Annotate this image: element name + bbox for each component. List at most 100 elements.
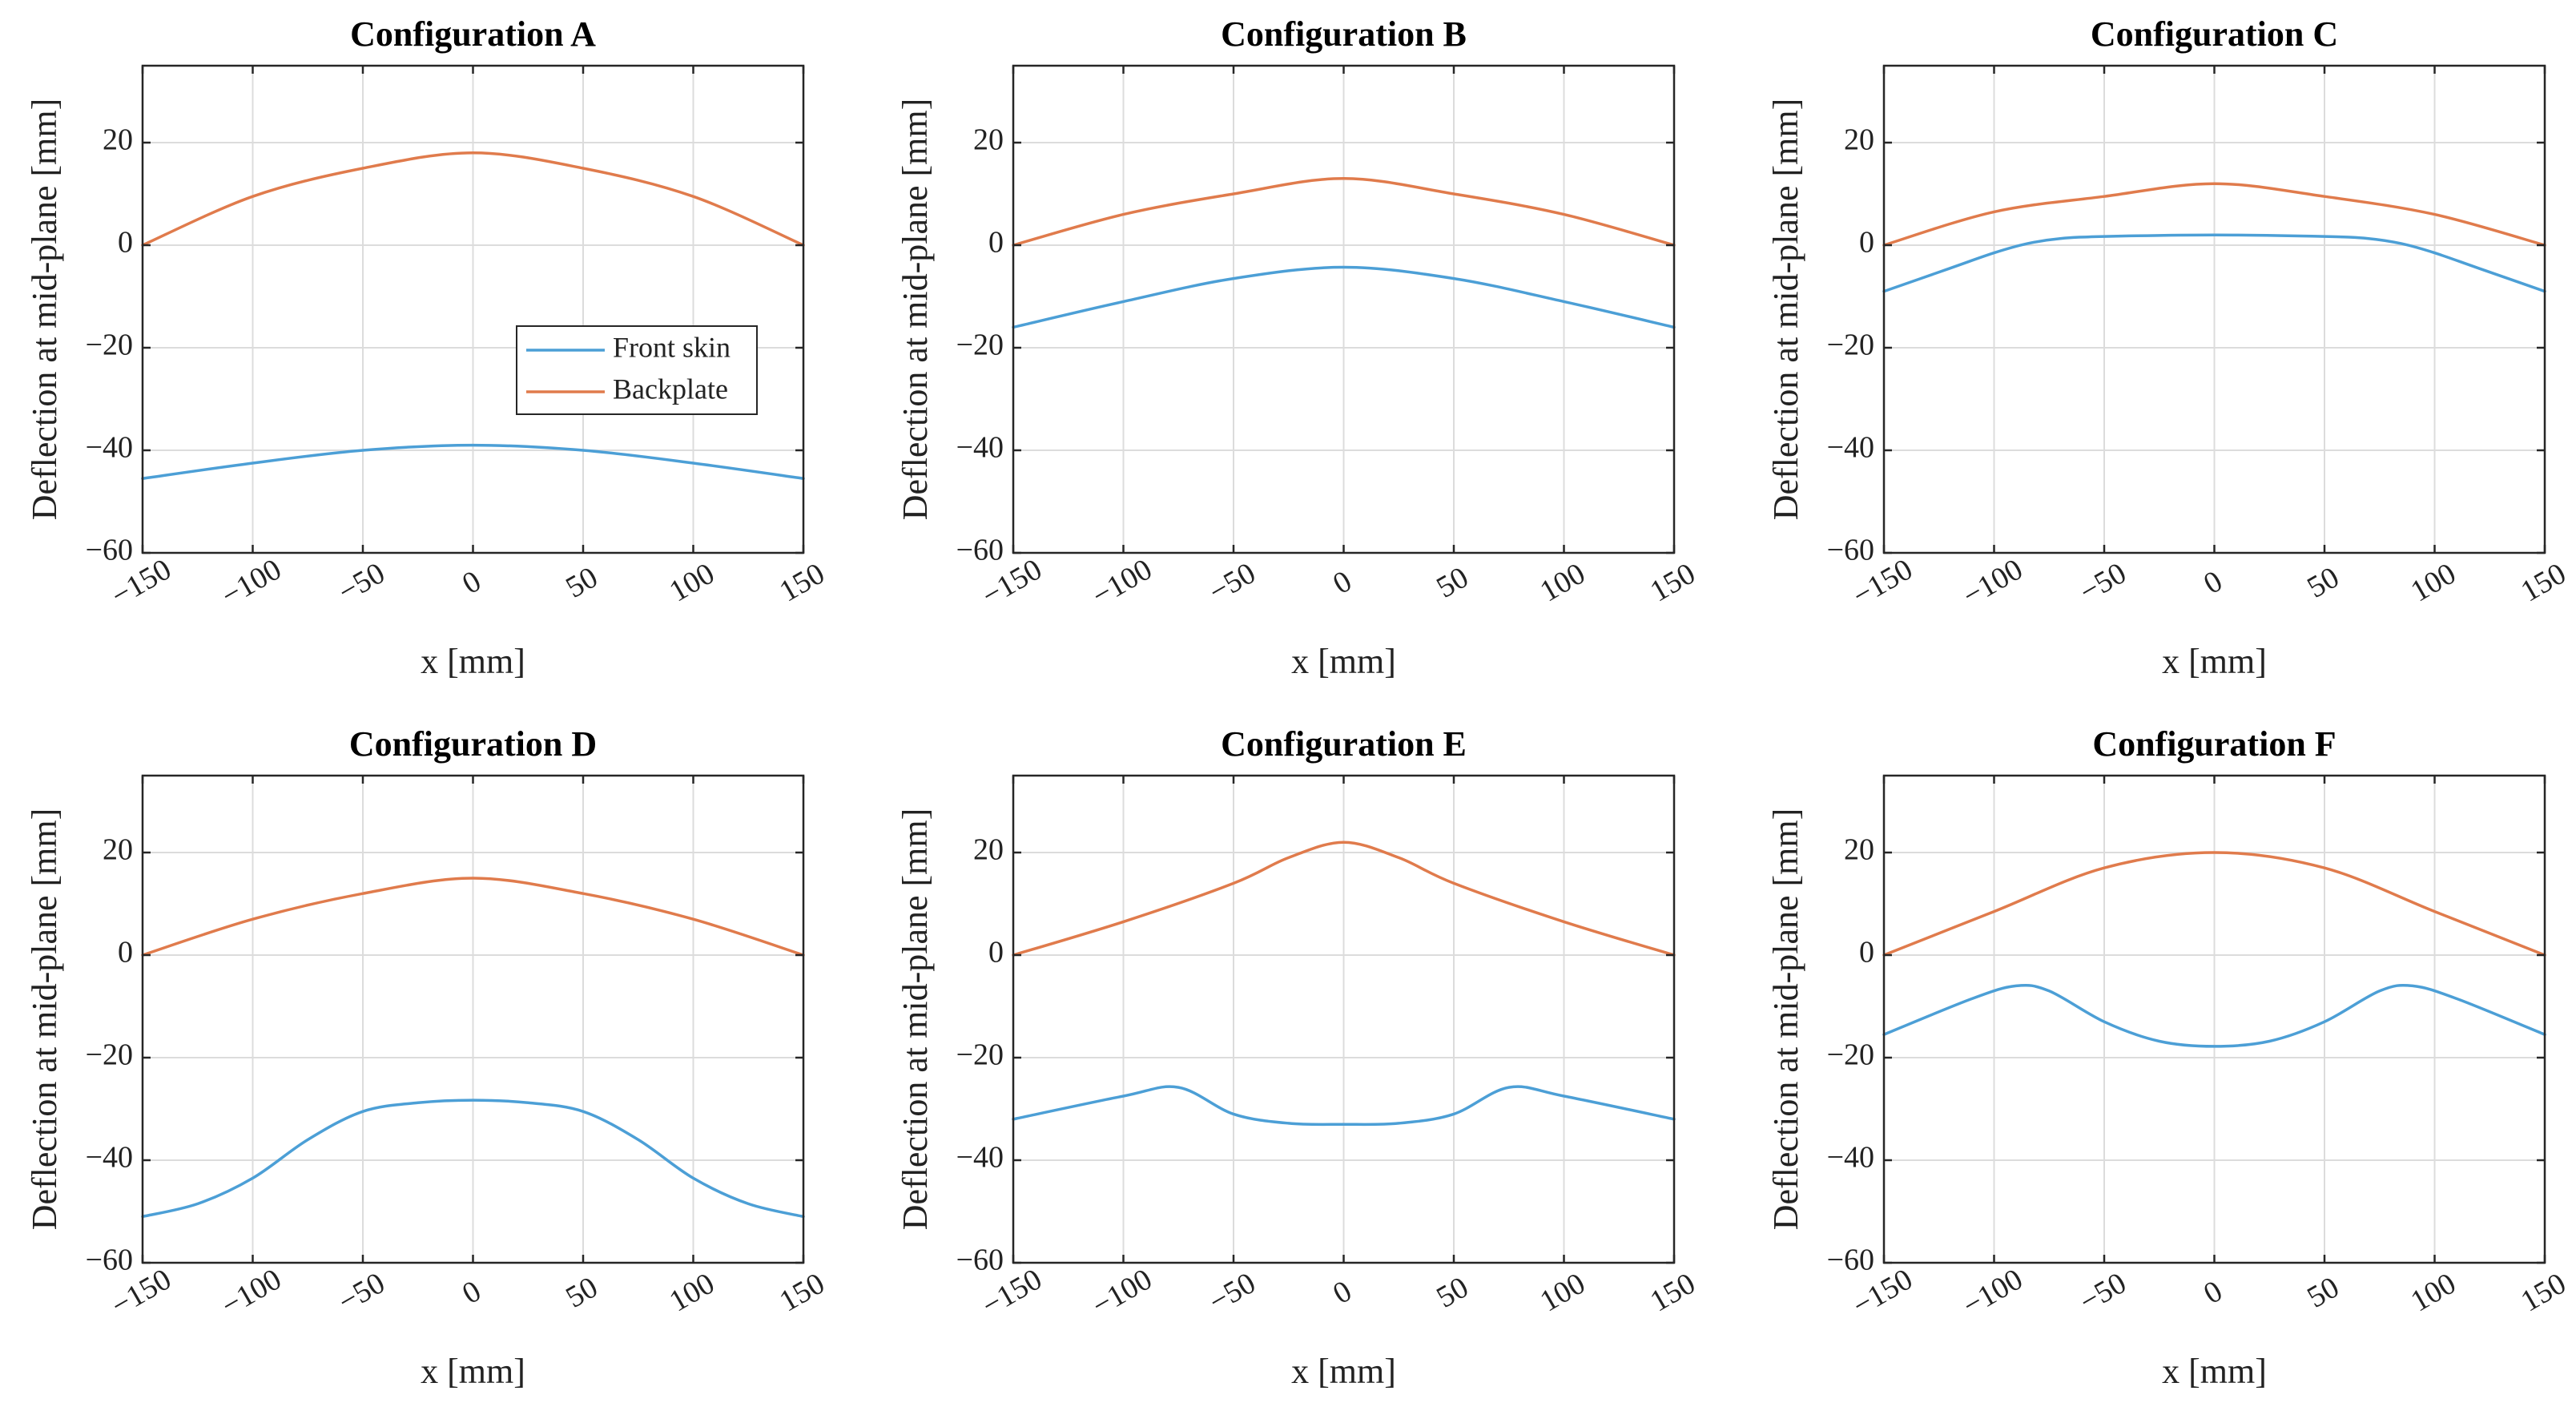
y-tick-label: −60: [1827, 1244, 1874, 1277]
x-tick-label: −100: [215, 1262, 287, 1323]
x-tick-label: 150: [2515, 1267, 2571, 1319]
x-tick-label: −100: [1957, 552, 2028, 613]
chart-title: Configuration F: [2092, 724, 2336, 764]
y-tick-label: 20: [103, 833, 133, 867]
x-tick-label: −100: [215, 552, 287, 613]
y-tick-label: 20: [1844, 123, 1874, 157]
legend-label: Front skin: [613, 331, 731, 363]
x-tick-label: −100: [1086, 1262, 1157, 1323]
y-tick-label: −60: [956, 1244, 1004, 1277]
chart-panel-c: −150 −100 −50 0 50 100 150−60−40−20020Configur…: [1766, 14, 2571, 681]
x-tick-label: 150: [1644, 557, 1701, 609]
x-tick-label: 0: [2198, 564, 2228, 601]
chart-panel-a: −150 −100 −50 0 50 100 150−60−40−20020Configur…: [25, 14, 830, 681]
x-tick-label: 0: [457, 1274, 486, 1311]
legend-label: Backplate: [613, 373, 728, 405]
x-tick-label: −50: [1203, 1266, 1261, 1319]
chart-title: Configuration E: [1221, 724, 1467, 764]
x-tick-label: 50: [560, 1270, 603, 1314]
y-tick-label: −40: [956, 431, 1004, 465]
y-tick-label: −40: [86, 431, 133, 465]
y-tick-label: 20: [973, 123, 1004, 157]
x-tick-label: 0: [1327, 564, 1357, 601]
x-axis-title: x [mm]: [2162, 642, 2267, 681]
y-tick-label: 20: [973, 833, 1004, 867]
series-line-front-skin: [1882, 983, 2546, 1048]
y-axis-title: Deflection at mid-plane [mm]: [25, 99, 64, 521]
x-tick-label: 50: [560, 560, 603, 604]
series-line-front-skin: [1012, 1085, 1676, 1127]
series-line-backplate: [141, 151, 805, 247]
series-line-front-skin: [141, 1099, 805, 1219]
x-tick-label: 0: [2198, 1274, 2228, 1311]
y-tick-label: −60: [1827, 534, 1874, 567]
y-axis-title: Deflection at mid-plane [mm]: [896, 808, 935, 1231]
x-tick-label: 0: [457, 564, 486, 601]
y-tick-label: −40: [956, 1141, 1004, 1175]
x-axis-title: x [mm]: [421, 642, 525, 681]
x-tick-label: 50: [1431, 560, 1474, 604]
x-tick-label: −50: [332, 556, 390, 609]
x-tick-label: 0: [1327, 1274, 1357, 1311]
y-axis-title: Deflection at mid-plane [mm]: [896, 99, 935, 521]
x-tick-label: 100: [664, 1267, 720, 1319]
y-tick-label: −40: [1827, 1141, 1874, 1175]
chart-title: Configuration A: [350, 14, 596, 54]
x-tick-label: −50: [2074, 1266, 2131, 1319]
x-tick-label: 150: [774, 557, 830, 609]
chart-panel-f: −150 −100 −50 0 50 100 150−60−40−20020Configur…: [1766, 724, 2571, 1391]
y-tick-label: 0: [1859, 226, 1874, 260]
legend-box: [516, 325, 758, 415]
chart-panel-b: −150 −100 −50 0 50 100 150−60−40−20020Configur…: [896, 14, 1701, 681]
y-tick-label: 20: [103, 123, 133, 157]
y-tick-label: −20: [86, 1038, 133, 1072]
x-tick-label: 100: [664, 557, 720, 609]
y-tick-label: −60: [956, 534, 1004, 567]
chart-panel-e: −150 −100 −50 0 50 100 150−60−40−20020Configur…: [896, 724, 1701, 1391]
y-tick-label: −20: [956, 1038, 1004, 1072]
y-axis-title: Deflection at mid-plane [mm]: [1766, 808, 1805, 1231]
x-axis-title: x [mm]: [1291, 1352, 1396, 1391]
x-tick-label: −100: [1086, 552, 1157, 613]
x-tick-label: −50: [332, 1266, 390, 1319]
y-tick-label: −60: [86, 534, 133, 567]
y-tick-label: −20: [86, 329, 133, 362]
chart-panel-d: −150 −100 −50 0 50 100 150−60−40−20020Configur…: [25, 724, 830, 1391]
y-tick-label: 0: [988, 936, 1004, 970]
y-tick-label: −20: [1827, 1038, 1874, 1072]
x-tick-label: 50: [1431, 1270, 1474, 1314]
series-line-backplate: [141, 877, 805, 957]
y-tick-label: −60: [86, 1244, 133, 1277]
x-tick-label: 100: [2405, 1267, 2461, 1319]
x-axis-title: x [mm]: [421, 1352, 525, 1391]
chart-title: Configuration B: [1221, 14, 1467, 54]
y-tick-label: 0: [1859, 936, 1874, 970]
x-tick-label: −50: [1203, 556, 1261, 609]
y-tick-label: −20: [956, 329, 1004, 362]
series-line-front-skin: [1882, 233, 2546, 293]
series-line-backplate: [1012, 177, 1676, 247]
y-tick-label: 0: [118, 936, 133, 970]
x-tick-label: −100: [1957, 1262, 2028, 1323]
x-axis-title: x [mm]: [1291, 642, 1396, 681]
series-line-backplate: [1882, 182, 2546, 247]
x-tick-label: 50: [2301, 560, 2345, 604]
x-tick-label: 100: [2405, 557, 2461, 609]
x-tick-label: 150: [1644, 1267, 1701, 1319]
y-tick-label: 20: [1844, 833, 1874, 867]
chart-title: Configuration D: [349, 724, 597, 764]
series-line-front-skin: [141, 443, 805, 480]
series-line-backplate: [1012, 841, 1676, 957]
series-line-backplate: [1882, 851, 2546, 957]
y-tick-label: −20: [1827, 329, 1874, 362]
x-axis-title: x [mm]: [2162, 1352, 2267, 1391]
legend: Front skin Backplate: [516, 325, 758, 415]
y-axis-title: Deflection at mid-plane [mm]: [1766, 99, 1805, 521]
y-tick-label: 0: [988, 226, 1004, 260]
y-tick-label: 0: [118, 226, 133, 260]
x-tick-label: −50: [2074, 556, 2131, 609]
chart-title: Configuration C: [2091, 14, 2338, 54]
x-tick-label: 150: [2515, 557, 2571, 609]
y-tick-label: −40: [1827, 431, 1874, 465]
